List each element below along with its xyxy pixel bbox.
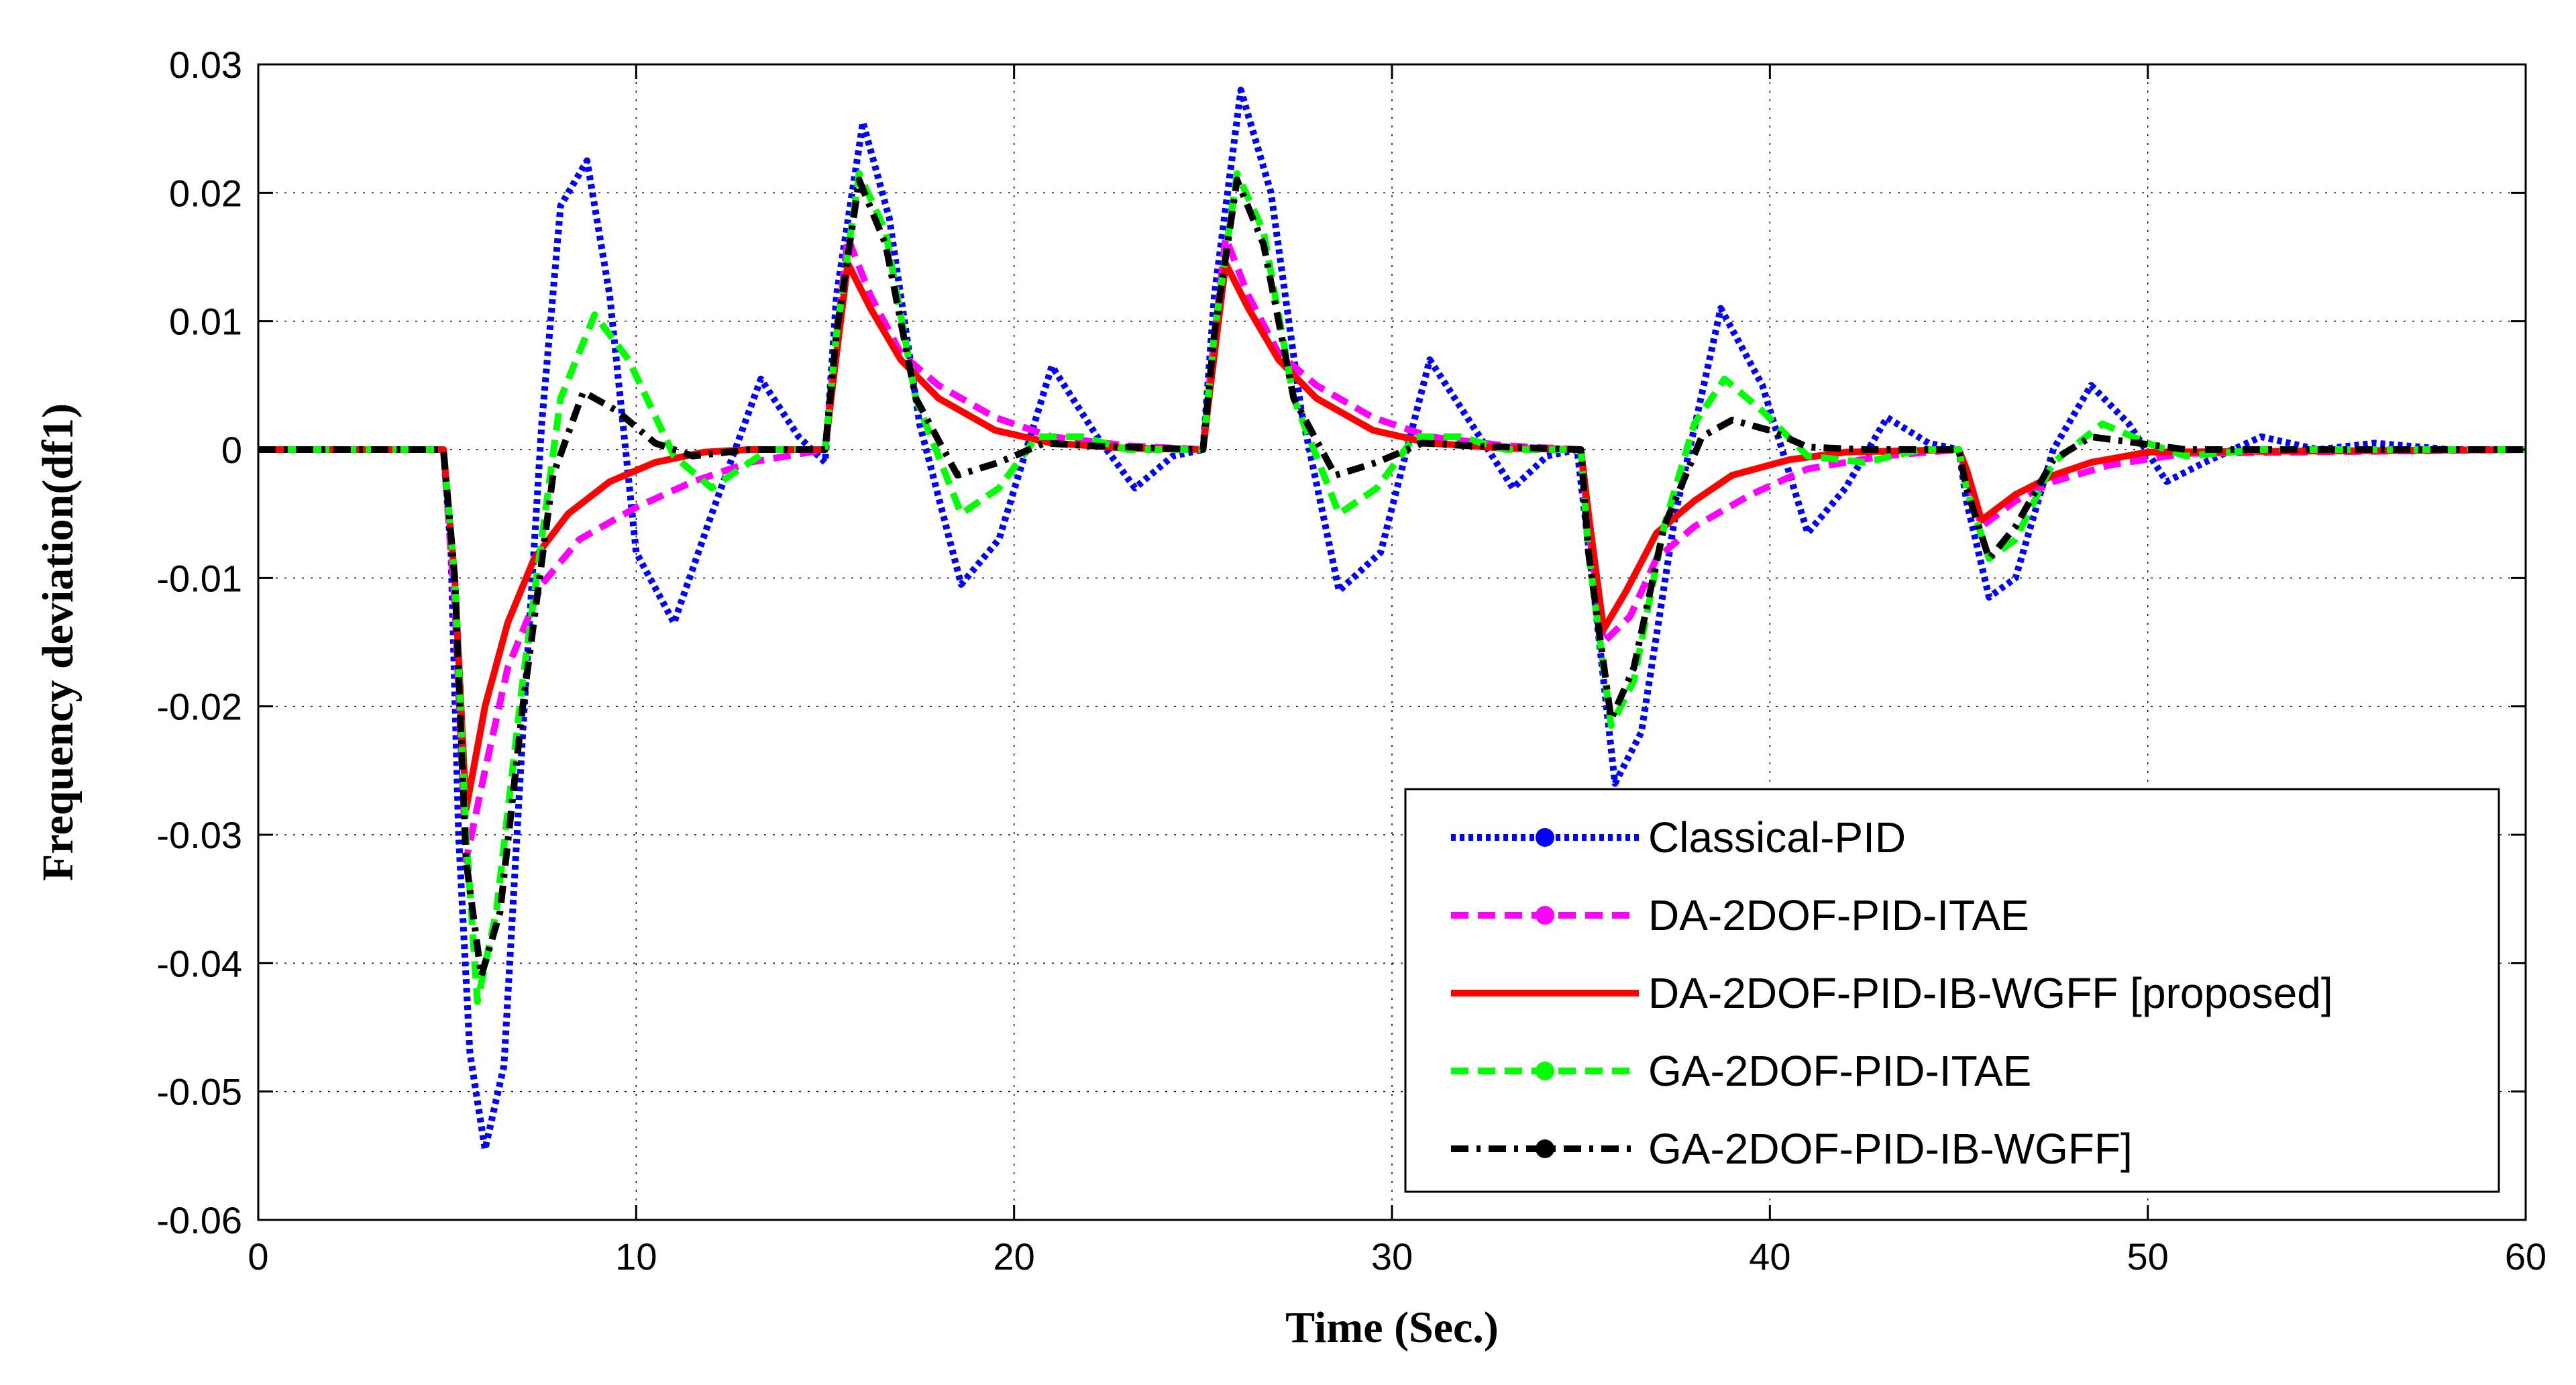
x-tick-label: 10 <box>615 1235 657 1278</box>
legend: Classical-PID DA-2DOF-PID-ITAE DA-2DOF-PID… <box>1404 788 2500 1193</box>
y-axis-title: Frequency deviation(df1) <box>34 403 83 881</box>
x-tick-label: 60 <box>2505 1235 2546 1278</box>
series-line-ga-2dof-pid-ib-wgff <box>258 176 2526 980</box>
y-tick-label: 0.03 <box>169 44 242 86</box>
x-tick-label: 30 <box>1371 1235 1413 1278</box>
legend-marker <box>1536 1062 1554 1080</box>
y-tick-label: 0 <box>221 429 242 471</box>
y-tick-label: 0.01 <box>169 301 242 343</box>
y-tick-label: -0.04 <box>156 942 242 984</box>
series-line-classical-pid <box>258 87 2526 1153</box>
legend-label: GA-2DOF-PID-ITAE <box>1648 1047 2031 1095</box>
axis-ticks: 0 10 20 30 40 50 60 -0.06 -0.05 -0.04 -0.03 -0.02 -0… <box>156 44 2546 1278</box>
legend-label: GA-2DOF-PID-IB-WGFF] <box>1648 1125 2133 1173</box>
legend-marker <box>1536 1139 1554 1158</box>
x-tick-label: 50 <box>2127 1235 2169 1278</box>
y-tick-label: -0.02 <box>156 686 242 728</box>
legend-label: DA-2DOF-PID-ITAE <box>1648 891 2029 939</box>
legend-marker <box>1536 906 1554 925</box>
y-tick-label: -0.03 <box>156 814 242 856</box>
x-tick-label: 20 <box>994 1235 1035 1278</box>
y-tick-label: 0.02 <box>169 172 242 214</box>
y-tick-label: -0.05 <box>156 1071 242 1113</box>
series-lines <box>258 87 2526 1153</box>
x-axis-title: Time (Sec.) <box>1285 1303 1499 1352</box>
legend-label: Classical-PID <box>1648 813 1906 862</box>
x-tick-label: 0 <box>248 1235 268 1278</box>
legend-marker <box>1536 828 1554 847</box>
grid <box>258 64 2526 1220</box>
y-tick-label: -0.01 <box>156 557 242 599</box>
legend-label: DA-2DOF-PID-IB-WGFF [proposed] <box>1648 969 2333 1017</box>
x-tick-label: 40 <box>1749 1235 1790 1278</box>
y-tick-label: -0.06 <box>156 1199 242 1241</box>
